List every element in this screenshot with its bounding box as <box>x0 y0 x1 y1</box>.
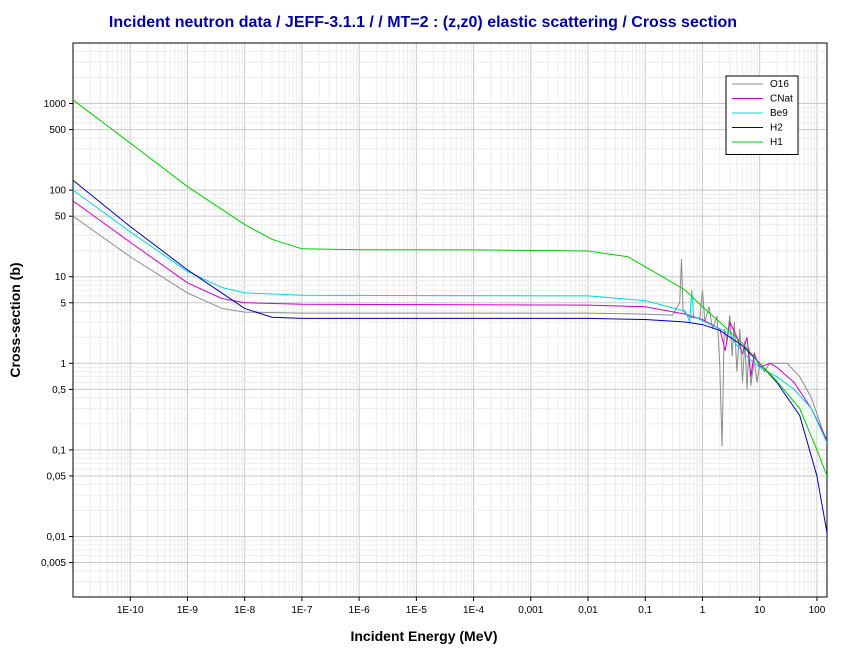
legend-label-o16: O16 <box>770 79 789 90</box>
series-line-h2 <box>73 179 827 533</box>
series-line-cnat <box>73 200 827 441</box>
x-tick-label: 1 <box>700 605 706 616</box>
y-tick-label: 5 <box>60 298 66 309</box>
y-tick-label: 1000 <box>44 99 67 110</box>
x-tick-label: 0,001 <box>518 605 543 616</box>
x-tick-label: 1E-4 <box>463 605 485 616</box>
y-tick-label: 1 <box>60 359 66 370</box>
y-tick-label: 500 <box>49 125 66 136</box>
x-axis-label: Incident Energy (MeV) <box>350 628 497 644</box>
legend-label-h2: H2 <box>770 123 783 134</box>
y-tick-label: 0,1 <box>52 445 66 456</box>
x-tick-label: 1E-7 <box>291 605 313 616</box>
x-tick-label: 10 <box>754 605 766 616</box>
legend: O16 CNat Be9 H2 H1 <box>725 75 799 155</box>
y-tick-label: 0,05 <box>47 471 67 482</box>
grid <box>72 42 827 598</box>
chart-title: Incident neutron data / JEFF-3.1.1 / / M… <box>109 14 737 31</box>
legend-label-cnat: CNat <box>770 94 793 105</box>
x-tick-label: 1E-6 <box>349 605 371 616</box>
x-tick-label: 1E-10 <box>117 605 144 616</box>
x-tick-label: 1E-9 <box>177 605 199 616</box>
y-tick-label: 10 <box>55 272 67 283</box>
plot-frame <box>72 42 828 598</box>
y-axis-label: Cross-section (b) <box>7 262 23 377</box>
tick-labels: 1E-10 1E-9 1E-8 1E-7 1E-6 1E-5 1E-4 0,001 0,01 0,… <box>41 99 826 616</box>
legend-box <box>725 75 799 155</box>
y-tick-label: 50 <box>55 212 67 223</box>
x-tick-label: 1E-8 <box>234 605 256 616</box>
series-line-h1 <box>73 99 827 477</box>
x-tick-label: 0,1 <box>638 605 652 616</box>
series-group <box>73 99 827 533</box>
y-tick-label: 0,5 <box>52 385 66 396</box>
x-tick-label: 0,01 <box>578 605 598 616</box>
y-tick-label: 0,01 <box>47 532 67 543</box>
y-tick-label: 0,005 <box>41 558 66 569</box>
legend-label-h1: H1 <box>770 137 783 148</box>
y-tick-label: 100 <box>49 186 66 197</box>
legend-label-be9: Be9 <box>770 108 788 119</box>
x-tick-label: 100 <box>809 605 826 616</box>
x-tick-label: 1E-5 <box>406 605 428 616</box>
